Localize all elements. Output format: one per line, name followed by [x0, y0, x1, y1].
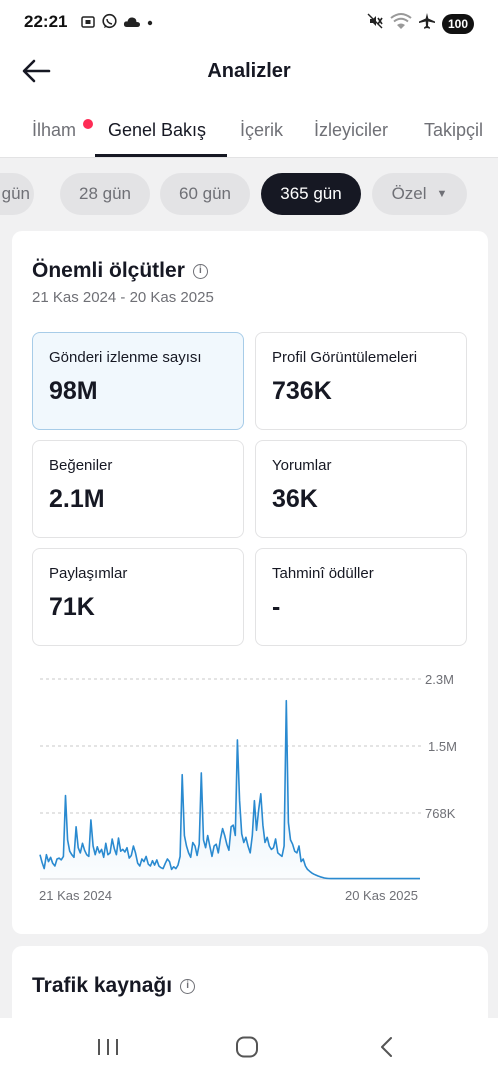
status-right-icons: 100 — [366, 12, 474, 35]
airplane-icon — [418, 12, 436, 35]
page-title: Analizler — [207, 60, 291, 82]
metric-value: 98M — [49, 377, 98, 405]
tab-bar: İlham Genel Bakış İçerik İzleyiciler Tak… — [0, 110, 498, 158]
metric-value: 736K — [272, 377, 332, 405]
nav-back-button[interactable] — [376, 1036, 398, 1063]
y-tick-label: 768K — [425, 806, 456, 821]
y-tick-label: 1.5M — [428, 739, 457, 754]
metric-value: 2.1M — [49, 485, 105, 513]
metric-likes[interactable]: Beğeniler 2.1M — [32, 440, 244, 538]
chip-ozel[interactable]: Özel ▼ — [372, 173, 467, 215]
metric-label: Paylaşımlar — [49, 565, 128, 582]
battery-indicator: 100 — [441, 13, 474, 34]
mute-icon — [366, 12, 384, 35]
home-icon — [235, 1036, 259, 1062]
recents-button[interactable] — [96, 1036, 120, 1063]
chip-label: 60 gün — [179, 184, 231, 203]
status-bar: 22:21 100 — [0, 0, 498, 46]
y-tick-label: 2.3M — [425, 672, 454, 687]
metric-label: Profil Görüntülemeleri — [272, 349, 418, 366]
chip-label: 365 gün — [280, 184, 342, 203]
metric-value: 71K — [49, 593, 95, 621]
tab-icerik[interactable]: İçerik — [240, 120, 284, 140]
x-tick-label-start: 21 Kas 2024 — [39, 888, 112, 903]
info-icon[interactable]: i — [192, 263, 208, 279]
metric-label: Tahminî ödüller — [272, 565, 374, 582]
recents-icon — [96, 1039, 120, 1062]
views-series-line — [39, 699, 420, 880]
metric-value: - — [272, 593, 281, 621]
key-metrics-title-row: Önemli ölçütler i — [32, 259, 208, 283]
metric-label: Gönderi izlenme sayısı — [49, 349, 202, 366]
key-metrics-card: Önemli ölçütler i 21 Kas 2024 - 20 Kas 2… — [12, 231, 488, 934]
status-time: 22:21 — [24, 12, 68, 31]
wifi-icon — [390, 12, 412, 35]
arrow-left-icon — [20, 59, 52, 90]
metric-label: Yorumlar — [272, 457, 332, 474]
tab-takipciler[interactable]: Takipçil — [424, 120, 484, 140]
back-button[interactable] — [20, 56, 52, 86]
chip-label: 28 gün — [79, 184, 131, 203]
chip-label: gün — [1, 184, 30, 203]
back-icon — [376, 1037, 398, 1062]
active-tab-indicator — [95, 154, 227, 157]
header: Analizler — [0, 48, 498, 94]
views-chart[interactable]: 2.3M 1.5M 768K 21 Kas 2024 20 Kas 2025 — [12, 671, 488, 911]
x-tick-label-end: 20 Kas 2025 — [345, 888, 418, 903]
metric-profile-views[interactable]: Profil Görüntülemeleri 736K — [255, 332, 467, 430]
period-selector: gün 28 gün 60 gün 365 gün Özel ▼ — [0, 173, 498, 215]
chip-365-gun[interactable]: 365 gün — [261, 173, 361, 215]
traffic-title: Trafik kaynağı — [32, 974, 173, 997]
status-left-icons — [80, 13, 154, 35]
metric-comments[interactable]: Yorumlar 36K — [255, 440, 467, 538]
whatsapp-icon — [101, 13, 118, 35]
traffic-title-row: Trafik kaynağı i — [32, 974, 196, 998]
chip-60-gun[interactable]: 60 gün — [160, 173, 250, 215]
key-metrics-title: Önemli ölçütler — [32, 259, 185, 282]
chip-7-gun[interactable]: gün — [0, 173, 34, 215]
metric-label: Beğeniler — [49, 457, 113, 474]
caret-down-icon: ▼ — [436, 188, 448, 200]
views-area-fill — [40, 700, 420, 879]
chip-28-gun[interactable]: 28 gün — [60, 173, 150, 215]
metric-value: 36K — [272, 485, 318, 513]
metric-shares[interactable]: Paylaşımlar 71K — [32, 548, 244, 646]
system-nav-bar — [0, 1018, 498, 1080]
tab-izleyiciler[interactable]: İzleyiciler — [314, 120, 389, 140]
cloud-icon — [123, 15, 141, 34]
tab-ilham[interactable]: İlham — [32, 120, 77, 140]
tab-genel-bakis[interactable]: Genel Bakış — [108, 120, 207, 140]
home-button[interactable] — [235, 1036, 259, 1063]
screenshot-icon — [80, 14, 96, 35]
notification-dot — [83, 119, 93, 129]
info-icon[interactable]: i — [180, 978, 196, 994]
chip-label: Özel — [391, 184, 427, 203]
dot-icon — [146, 15, 154, 34]
metric-estimated-rewards[interactable]: Tahminî ödüller - — [255, 548, 467, 646]
metric-post-views[interactable]: Gönderi izlenme sayısı 98M — [32, 332, 244, 430]
date-range: 21 Kas 2024 - 20 Kas 2025 — [32, 289, 214, 306]
